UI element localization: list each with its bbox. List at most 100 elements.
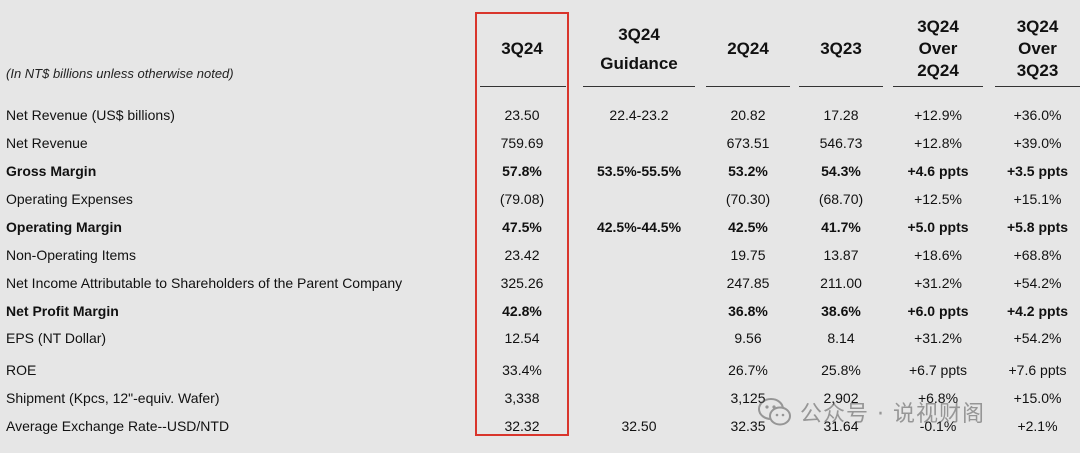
cell-over2q24: +6.8%	[917, 390, 959, 406]
header-rule-2q24	[706, 86, 790, 87]
column-header-guidance-line-1: 3Q24	[618, 24, 660, 44]
header-rule-3q23	[799, 86, 883, 87]
cell-c2q24: 53.2%	[728, 163, 768, 179]
cell-c2q24: 32.35	[730, 418, 766, 434]
cell-over3q23: +7.6 ppts	[1008, 362, 1067, 378]
cell-over3q23: +5.8 ppts	[1006, 219, 1069, 235]
cell-over2q24: -0.1%	[919, 418, 957, 434]
cell-guidance: 42.5%-44.5%	[596, 219, 682, 235]
cell-c3q24: 325.26	[500, 275, 544, 291]
cell-c3q23: 8.14	[827, 330, 855, 346]
table-row: Net Profit Margin 42.8% 36.8% 38.6% +6.0 ppt…	[0, 297, 1080, 325]
table-row: Operating Margin 47.5% 42.5%-44.5% 42.5% 41.…	[0, 213, 1080, 241]
column-header-over-3q23-line-1: 3Q24	[1016, 17, 1059, 36]
row-label: Average Exchange Rate--USD/NTD	[6, 418, 230, 434]
cell-over3q23: +68.8%	[1013, 247, 1062, 263]
table-row: Net Revenue 759.69 673.51 546.73 +12.8% +39.0…	[0, 129, 1080, 157]
row-label: Net Revenue (US$ billions)	[6, 107, 175, 123]
cell-over2q24: +6.0 ppts	[907, 303, 969, 319]
table-row: Shipment (Kpcs, 12"-equiv. Wafer) 3,338 3,…	[0, 384, 1080, 412]
column-header-over-2q24: 3Q24 Over 2Q24	[893, 12, 983, 86]
cell-over3q23: +3.5 ppts	[1006, 163, 1069, 179]
row-label: Net Revenue	[6, 135, 88, 151]
cell-c3q23: 41.7%	[821, 219, 861, 235]
table-row: Non-Operating Items 23.42 19.75 13.87 +18.6%…	[0, 241, 1080, 269]
cell-over3q23: +54.2%	[1013, 275, 1062, 291]
row-label: Non-Operating Items	[6, 247, 136, 263]
cell-c3q23: 546.73	[819, 135, 863, 151]
cell-c3q24: 759.69	[500, 135, 544, 151]
row-label: Net Income Attributable to Shareholders …	[6, 275, 403, 291]
header-rule-over-3q23	[995, 86, 1080, 87]
column-header-over-2q24-line-3: 2Q24	[917, 61, 959, 80]
header-rule-3q24	[480, 86, 566, 87]
column-header-over-2q24-line-2: Over	[918, 39, 958, 58]
cell-over2q24: +4.6 ppts	[907, 163, 969, 179]
cell-over3q23: +4.2 ppts	[1006, 303, 1069, 319]
cell-c3q24: 3,338	[504, 390, 540, 406]
cell-c2q24: (70.30)	[725, 191, 771, 207]
cell-c2q24: 9.56	[734, 330, 762, 346]
column-header-3q24: 3Q24	[475, 12, 569, 86]
cell-c3q23: 2,902	[823, 390, 859, 406]
cell-c3q23: 211.00	[820, 275, 862, 291]
table-row: EPS (NT Dollar) 12.54 9.56 8.14 +31.2% +54.2%	[0, 324, 1080, 352]
column-header-over-3q23-line-2: Over	[1018, 39, 1057, 58]
cell-c2q24: 673.51	[726, 135, 770, 151]
cell-over2q24: +31.2%	[914, 275, 962, 291]
column-header-2q24-line: 2Q24	[727, 39, 769, 58]
column-header-3q23: 3Q23	[799, 12, 883, 86]
cell-guidance: 32.50	[621, 418, 657, 434]
column-header-2q24: 2Q24	[706, 12, 790, 86]
column-header-guidance-line-2: Guidance	[600, 53, 678, 73]
row-label: Net Profit Margin	[6, 303, 119, 319]
cell-c3q23: (68.70)	[818, 191, 864, 207]
cell-c3q24: 23.50	[504, 107, 540, 123]
row-label: EPS (NT Dollar)	[6, 330, 107, 346]
cell-over2q24: +12.8%	[914, 135, 962, 151]
cell-c3q23: 31.64	[823, 418, 859, 434]
table-row: Gross Margin 57.8% 53.5%-55.5% 53.2% 54.3% +4…	[0, 157, 1080, 185]
cell-c3q24: (79.08)	[499, 191, 545, 207]
column-header-3q24-line: 3Q24	[501, 39, 543, 58]
cell-over3q23: +39.0%	[1013, 135, 1062, 151]
cell-c3q23: 13.87	[823, 247, 859, 263]
cell-guidance: 22.4-23.2	[609, 107, 669, 123]
column-header-3q23-line: 3Q23	[820, 39, 862, 58]
cell-over2q24: +5.0 ppts	[907, 219, 969, 235]
cell-c3q24: 23.42	[504, 247, 540, 263]
cell-c3q23: 38.6%	[821, 303, 861, 319]
cell-over2q24: +12.5%	[914, 191, 962, 207]
column-header-over-3q23: 3Q24 Over 3Q23	[995, 12, 1080, 86]
table-row: Operating Expenses (79.08) (70.30) (68.70) +…	[0, 185, 1080, 213]
cell-over3q23: +2.1%	[1017, 418, 1058, 434]
cell-over3q23: +36.0%	[1013, 107, 1062, 123]
cell-over2q24: +12.9%	[914, 107, 962, 123]
row-label: ROE	[6, 362, 37, 378]
column-header-over-3q23-line-3: 3Q23	[1016, 61, 1059, 80]
cell-c2q24: 26.7%	[728, 362, 768, 378]
cell-over2q24: +6.7 ppts	[909, 362, 967, 378]
cell-over2q24: +18.6%	[914, 247, 962, 263]
cell-c3q24: 12.54	[504, 330, 540, 346]
cell-c2q24: 3,125	[730, 390, 766, 406]
cell-c3q24: 47.5%	[502, 219, 542, 235]
cell-c3q24: 42.8%	[502, 303, 542, 319]
cell-c3q24: 32.32	[504, 418, 540, 434]
cell-c2q24: 20.82	[730, 107, 766, 123]
column-header-guidance: 3Q24 Guidance	[583, 12, 695, 86]
column-header-over-2q24-line-1: 3Q24	[917, 17, 959, 36]
cell-c3q24: 57.8%	[502, 163, 542, 179]
cell-c3q23: 25.8%	[821, 362, 861, 378]
cell-c2q24: 247.85	[726, 275, 770, 291]
cell-over3q23: +15.1%	[1013, 191, 1062, 207]
row-label: Operating Margin	[6, 219, 122, 235]
cell-guidance: 53.5%-55.5%	[596, 163, 682, 179]
table-row: ROE 33.4% 26.7% 25.8% +6.7 ppts +7.6 ppts	[0, 356, 1080, 384]
header-rule-guidance	[583, 86, 695, 87]
table-row: Net Income Attributable to Shareholders …	[0, 269, 1080, 297]
cell-over3q23: +15.0%	[1013, 390, 1062, 406]
cell-c3q24: 33.4%	[502, 362, 542, 378]
row-label: Operating Expenses	[6, 191, 133, 207]
